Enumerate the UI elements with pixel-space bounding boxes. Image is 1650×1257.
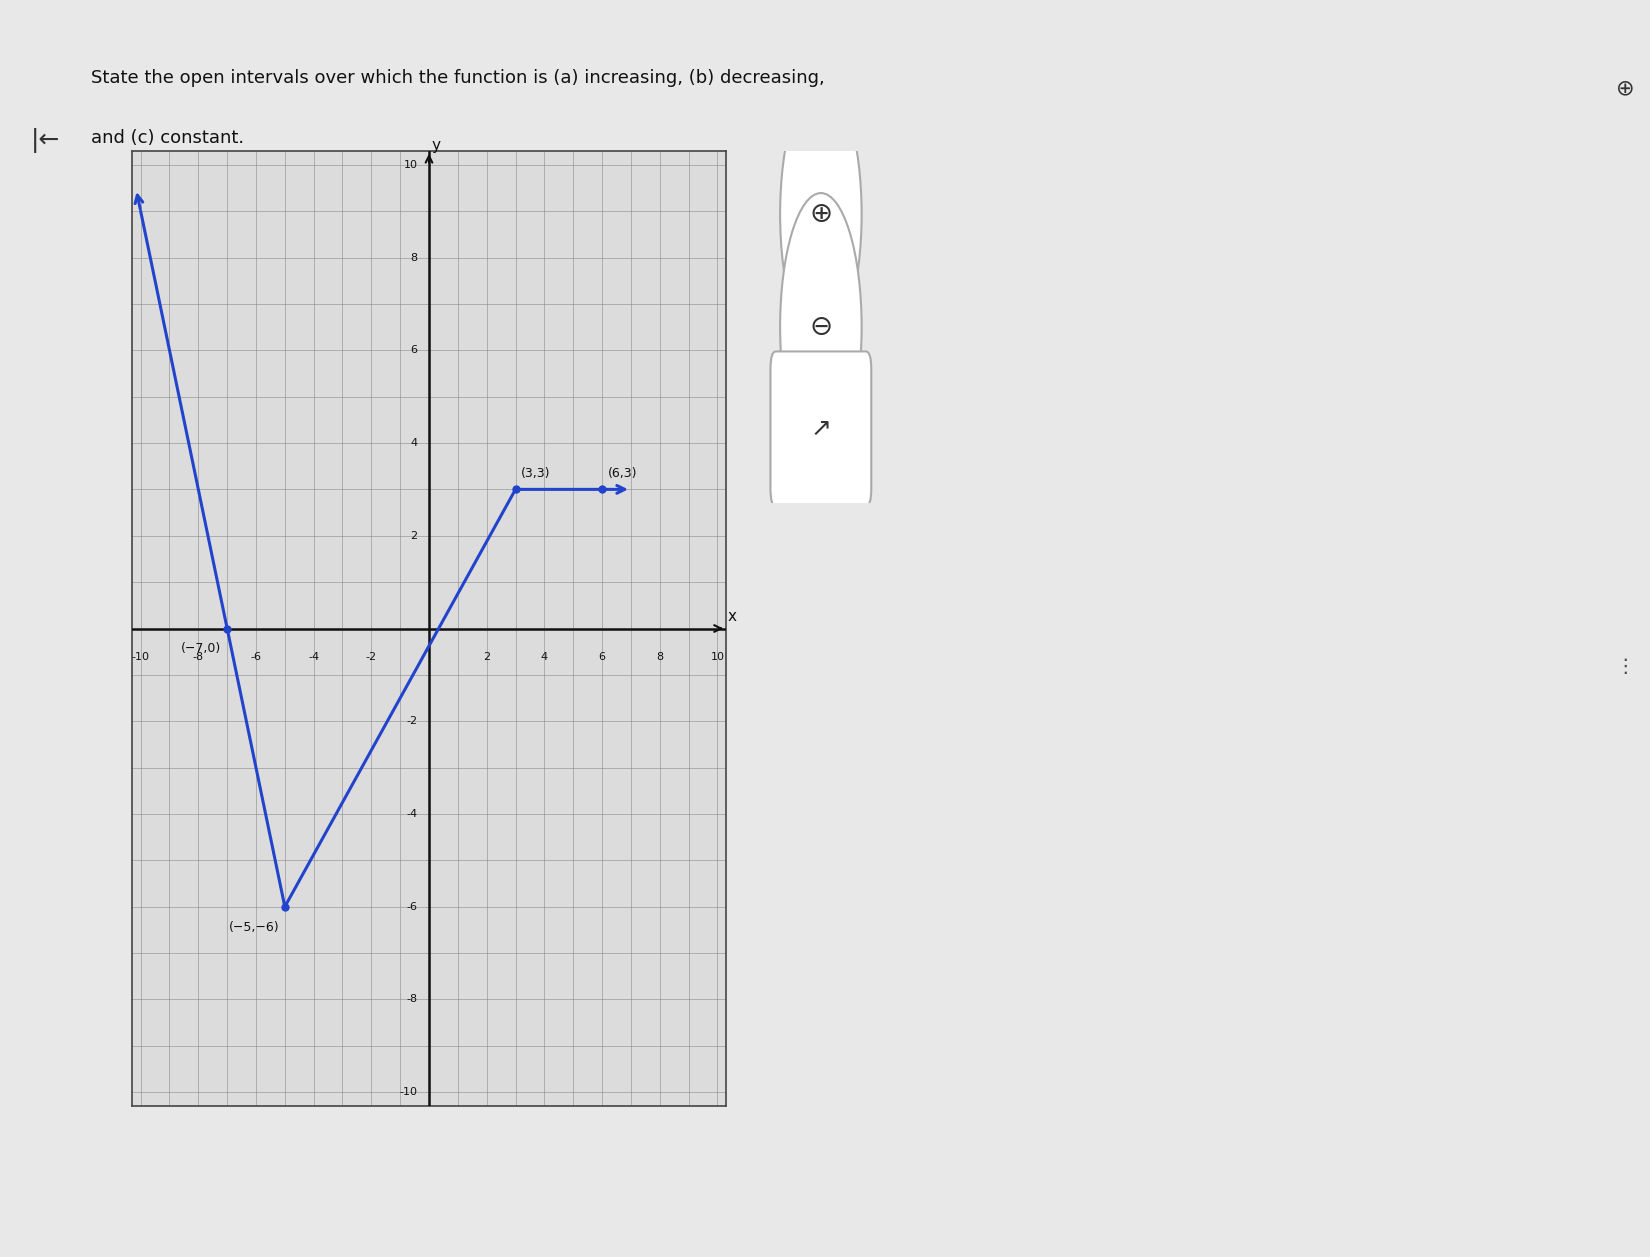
Text: |←: |← — [31, 128, 59, 153]
Text: -4: -4 — [309, 651, 318, 661]
Text: and (c) constant.: and (c) constant. — [91, 128, 244, 147]
Text: -6: -6 — [251, 651, 261, 661]
Text: x: x — [728, 610, 736, 625]
Text: ⊖: ⊖ — [808, 313, 833, 341]
Text: (−7,0): (−7,0) — [182, 642, 221, 655]
Text: ⊕: ⊕ — [808, 200, 833, 229]
Text: 6: 6 — [599, 651, 606, 661]
Circle shape — [780, 194, 861, 460]
Text: 6: 6 — [411, 346, 417, 356]
Text: 2: 2 — [483, 651, 490, 661]
Text: 4: 4 — [411, 437, 417, 447]
Text: 2: 2 — [411, 530, 417, 541]
Text: -2: -2 — [406, 716, 417, 727]
Text: 10: 10 — [404, 160, 417, 170]
Text: 10: 10 — [711, 651, 724, 661]
Text: -10: -10 — [132, 651, 150, 661]
Text: ↗: ↗ — [810, 417, 832, 441]
Text: 4: 4 — [541, 651, 548, 661]
Text: (−5,−6): (−5,−6) — [228, 920, 279, 934]
Text: ⊕: ⊕ — [1615, 78, 1635, 98]
Text: ⋮: ⋮ — [1615, 656, 1635, 676]
FancyBboxPatch shape — [771, 352, 871, 507]
Text: -8: -8 — [406, 994, 417, 1004]
Text: State the open intervals over which the function is (a) increasing, (b) decreasi: State the open intervals over which the … — [91, 69, 825, 87]
Text: -8: -8 — [193, 651, 205, 661]
Text: -6: -6 — [406, 901, 417, 911]
Text: 8: 8 — [411, 253, 417, 263]
Text: -2: -2 — [366, 651, 376, 661]
Text: -4: -4 — [406, 810, 417, 820]
Text: (3,3): (3,3) — [521, 468, 551, 480]
Text: (6,3): (6,3) — [607, 468, 637, 480]
Text: 8: 8 — [657, 651, 663, 661]
Text: y: y — [432, 138, 441, 153]
Text: -10: -10 — [399, 1087, 417, 1097]
Circle shape — [780, 80, 861, 348]
